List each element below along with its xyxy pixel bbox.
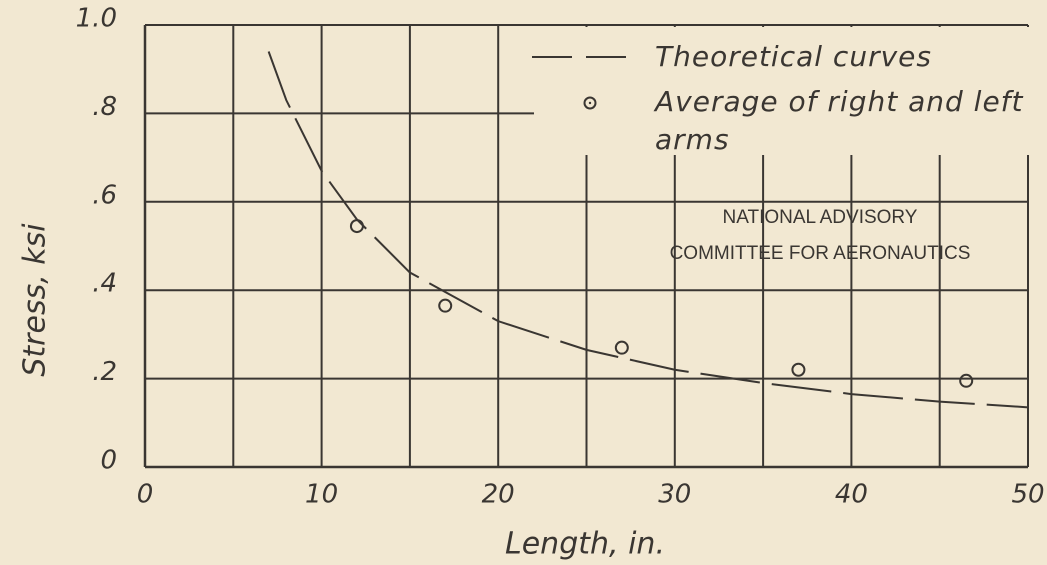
y-tick-label: .6	[92, 180, 117, 210]
data-point	[791, 362, 806, 377]
legend-label: Average of right and left arms	[655, 85, 1024, 156]
x-tick-label: 10	[305, 480, 338, 510]
y-axis-label: Stress, ksi	[18, 223, 53, 377]
y-tick-label: 1.0	[76, 4, 117, 34]
legend-background	[534, 27, 582, 187]
x-axis-label: Length, in.	[505, 527, 665, 562]
legend-marker	[583, 96, 597, 110]
theoretical-curve	[267, 51, 1029, 409]
y-tick-label: 0	[100, 446, 117, 476]
x-tick-label: 20	[482, 480, 515, 510]
x-tick-label: 40	[835, 480, 868, 510]
legend-background	[534, 27, 1047, 155]
y-tick-label: .4	[92, 269, 117, 299]
data-point	[959, 373, 974, 388]
annotation: NATIONAL ADVISORY	[723, 207, 918, 228]
annotation: COMMITTEE FOR AERONAUTICS	[670, 243, 971, 264]
data-point	[614, 340, 629, 355]
x-tick-label: 50	[1011, 480, 1044, 510]
data-point	[438, 298, 453, 313]
legend-label: Theoretical curves	[655, 40, 932, 73]
y-tick-label: .2	[92, 357, 117, 387]
x-tick-label: 30	[658, 480, 691, 510]
data-point	[349, 219, 364, 234]
x-tick-label: 0	[137, 480, 154, 510]
legend-marker	[588, 101, 592, 105]
y-tick-label: .8	[92, 92, 117, 122]
